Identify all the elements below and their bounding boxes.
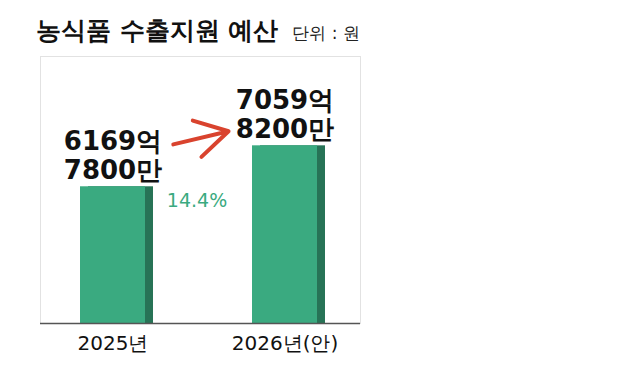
- svg-text:14.4%: 14.4%: [167, 189, 227, 211]
- svg-text:2026년(안): 2026년(안): [232, 331, 339, 355]
- html-text:농식품 수출지원 예산: 농식품 수출지원 예산: [36, 16, 279, 45]
- svg-text:6169억7800만: 6169억7800만: [64, 126, 162, 185]
- svg-text:2025년: 2025년: [78, 331, 149, 355]
- svg-text:7059억8200만: 7059억8200만: [236, 85, 334, 144]
- html-text:단위 : 원: 단위 : 원: [292, 23, 360, 43]
